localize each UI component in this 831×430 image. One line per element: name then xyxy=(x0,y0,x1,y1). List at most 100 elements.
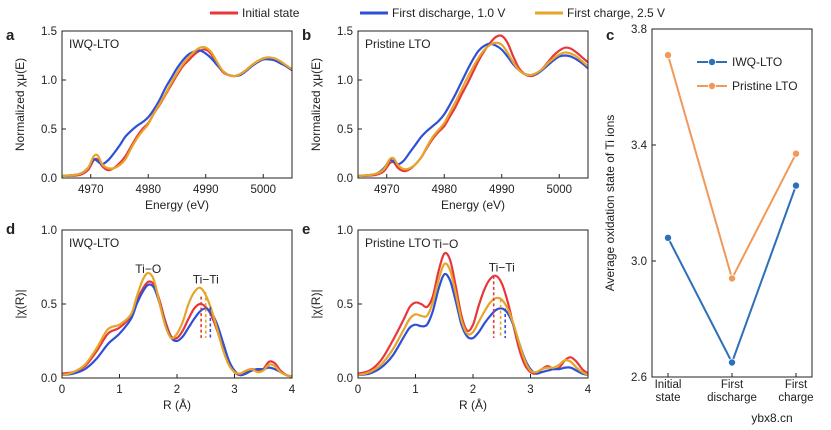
y-tick-label: 0.5 xyxy=(337,299,353,311)
series-line-first-discharge-1-0-v xyxy=(62,283,292,378)
series-line-first-discharge-1-0-v xyxy=(358,42,588,178)
panel-c: 2.63.03.43.8InitialstateFirstdischargeFi… xyxy=(603,24,814,404)
data-point-pristine-lto xyxy=(792,149,801,158)
inset-label: IWQ-LTO xyxy=(69,37,119,51)
y-tick-label: 1.0 xyxy=(337,75,353,87)
y-tick-label: 0.0 xyxy=(41,373,57,385)
x-tick-label: 4980 xyxy=(431,184,457,196)
panel-letter-d: d xyxy=(6,221,15,238)
panel-c-legend: IWQ-LTO Pristine LTO xyxy=(697,55,798,93)
y-tick-label: 3.0 xyxy=(631,256,647,268)
x-tick-label: 4980 xyxy=(135,184,161,196)
series-line-iwq-lto xyxy=(667,185,797,365)
legend-marker xyxy=(708,58,717,67)
data-point-iwq-lto xyxy=(728,358,737,367)
panel-d: 0 1 2 3 4 0.0 0.5 1.0 R (Å) |χ(R)| IWQ-LTO Ti−O Ti−T… xyxy=(13,225,296,412)
data-point-pristine-lto xyxy=(728,274,737,283)
data-point-iwq-lto xyxy=(664,233,673,242)
annotation-2: Ti−Ti xyxy=(489,260,515,274)
x-tick-label: 3 xyxy=(231,384,237,396)
x-tick-label: 3 xyxy=(527,384,533,396)
annotation-1: Ti−O xyxy=(432,237,458,251)
y-tick-label: 0.0 xyxy=(41,173,57,185)
x-tick-label: 4 xyxy=(289,384,296,396)
y-tick-label: 0.0 xyxy=(337,373,353,385)
y-axis-label: Normalized χμ(E) xyxy=(13,58,27,151)
y-axis-label: Average oxidation state of Ti ions xyxy=(603,115,617,292)
y-tick-label: 2.6 xyxy=(631,372,647,384)
x-axis-label: R (Å) xyxy=(459,397,487,412)
panels: 4970 4980 4990 5000 0.0 0.5 1.0 1.5 Energy (eV) N… xyxy=(13,24,814,412)
data-point-iwq-lto xyxy=(792,181,801,190)
y-tick-label: 0.0 xyxy=(337,173,353,185)
series-line-first-discharge-1-0-v xyxy=(358,272,588,377)
x-tick-label: 1 xyxy=(116,384,122,396)
legend-label-first-charge: First charge, 2.5 V xyxy=(567,6,665,20)
y-tick-label: 1.5 xyxy=(337,26,353,38)
axes-frame xyxy=(357,30,589,179)
annotation-2: Ti−Ti xyxy=(193,272,219,286)
legend-label-initial-state: Initial state xyxy=(242,6,300,20)
y-axis-label: |χ(R)| xyxy=(309,289,323,318)
watermark: ybx8.cn xyxy=(751,411,792,425)
y-tick-label: 1.5 xyxy=(41,26,57,38)
x-axis-label: R (Å) xyxy=(163,397,191,412)
legend-marker xyxy=(708,82,717,91)
panel-letter-e: e xyxy=(302,221,310,238)
inset-label: IWQ-LTO xyxy=(69,236,119,250)
panel-letter-c: c xyxy=(606,27,614,44)
series-group xyxy=(62,271,292,378)
legend-label: Pristine LTO xyxy=(732,79,798,93)
series-group xyxy=(358,34,588,178)
x-tick-label: 4990 xyxy=(489,184,515,196)
x-tick-label: 2 xyxy=(174,384,180,396)
inset-label: Pristine LTO xyxy=(365,37,431,51)
x-tick-label: 2 xyxy=(470,384,476,396)
series-group xyxy=(62,46,292,178)
y-tick-label: 3.8 xyxy=(631,24,647,36)
x-axis-label: Energy (eV) xyxy=(441,198,505,212)
y-tick-label: 1.0 xyxy=(41,225,57,237)
x-category-label: state xyxy=(656,392,681,404)
x-tick-label: 0 xyxy=(355,384,361,396)
x-category-label: charge xyxy=(778,392,813,404)
x-category-label: Initial xyxy=(655,379,682,391)
panel-letter-a: a xyxy=(6,27,15,44)
x-tick-label: 5000 xyxy=(546,184,572,196)
data-point-pristine-lto xyxy=(664,51,673,60)
panel-letter-b: b xyxy=(302,27,311,44)
series-line-first-charge-2-5-v xyxy=(358,41,588,178)
x-tick-label: 4990 xyxy=(193,184,219,196)
axes-frame xyxy=(61,30,293,179)
series-line-first-charge-2-5-v xyxy=(62,46,292,178)
series-line-initial-state xyxy=(358,34,588,178)
y-tick-label: 3.4 xyxy=(631,140,648,152)
x-category-label: First xyxy=(721,379,744,391)
legend-label: IWQ-LTO xyxy=(732,55,782,69)
series-line-first-charge-2-5-v xyxy=(62,271,292,378)
inset-label: Pristine LTO xyxy=(365,236,431,250)
series-line-first-charge-2-5-v xyxy=(358,262,588,377)
x-tick-label: 4 xyxy=(585,384,592,396)
x-category-label: First xyxy=(785,379,808,391)
y-axis-label: Normalized χμ(E) xyxy=(309,58,323,151)
x-tick-label: 4970 xyxy=(78,184,104,196)
x-tick-label: 0 xyxy=(59,384,65,396)
series-line-initial-state xyxy=(62,280,292,378)
panel-b: 4970 4980 4990 5000 0.0 0.5 1.0 1.5 Energy (eV) N… xyxy=(309,26,589,212)
x-axis-label: Energy (eV) xyxy=(145,198,209,212)
axes-frame xyxy=(61,229,293,379)
annotation-1: Ti−O xyxy=(135,262,161,276)
y-tick-label: 1.0 xyxy=(337,225,353,237)
y-tick-label: 1.0 xyxy=(41,75,57,87)
x-category-label: discharge xyxy=(707,392,757,404)
y-axis-label: |χ(R)| xyxy=(13,289,27,318)
x-tick-label: 5000 xyxy=(250,184,276,196)
y-tick-label: 0.5 xyxy=(41,124,57,136)
y-tick-label: 0.5 xyxy=(337,124,353,136)
series-group xyxy=(358,251,588,377)
legend-label-first-discharge: First discharge, 1.0 V xyxy=(392,6,505,20)
panel-a: 4970 4980 4990 5000 0.0 0.5 1.0 1.5 Energy (eV) N… xyxy=(13,26,293,212)
x-tick-label: 1 xyxy=(412,384,418,396)
